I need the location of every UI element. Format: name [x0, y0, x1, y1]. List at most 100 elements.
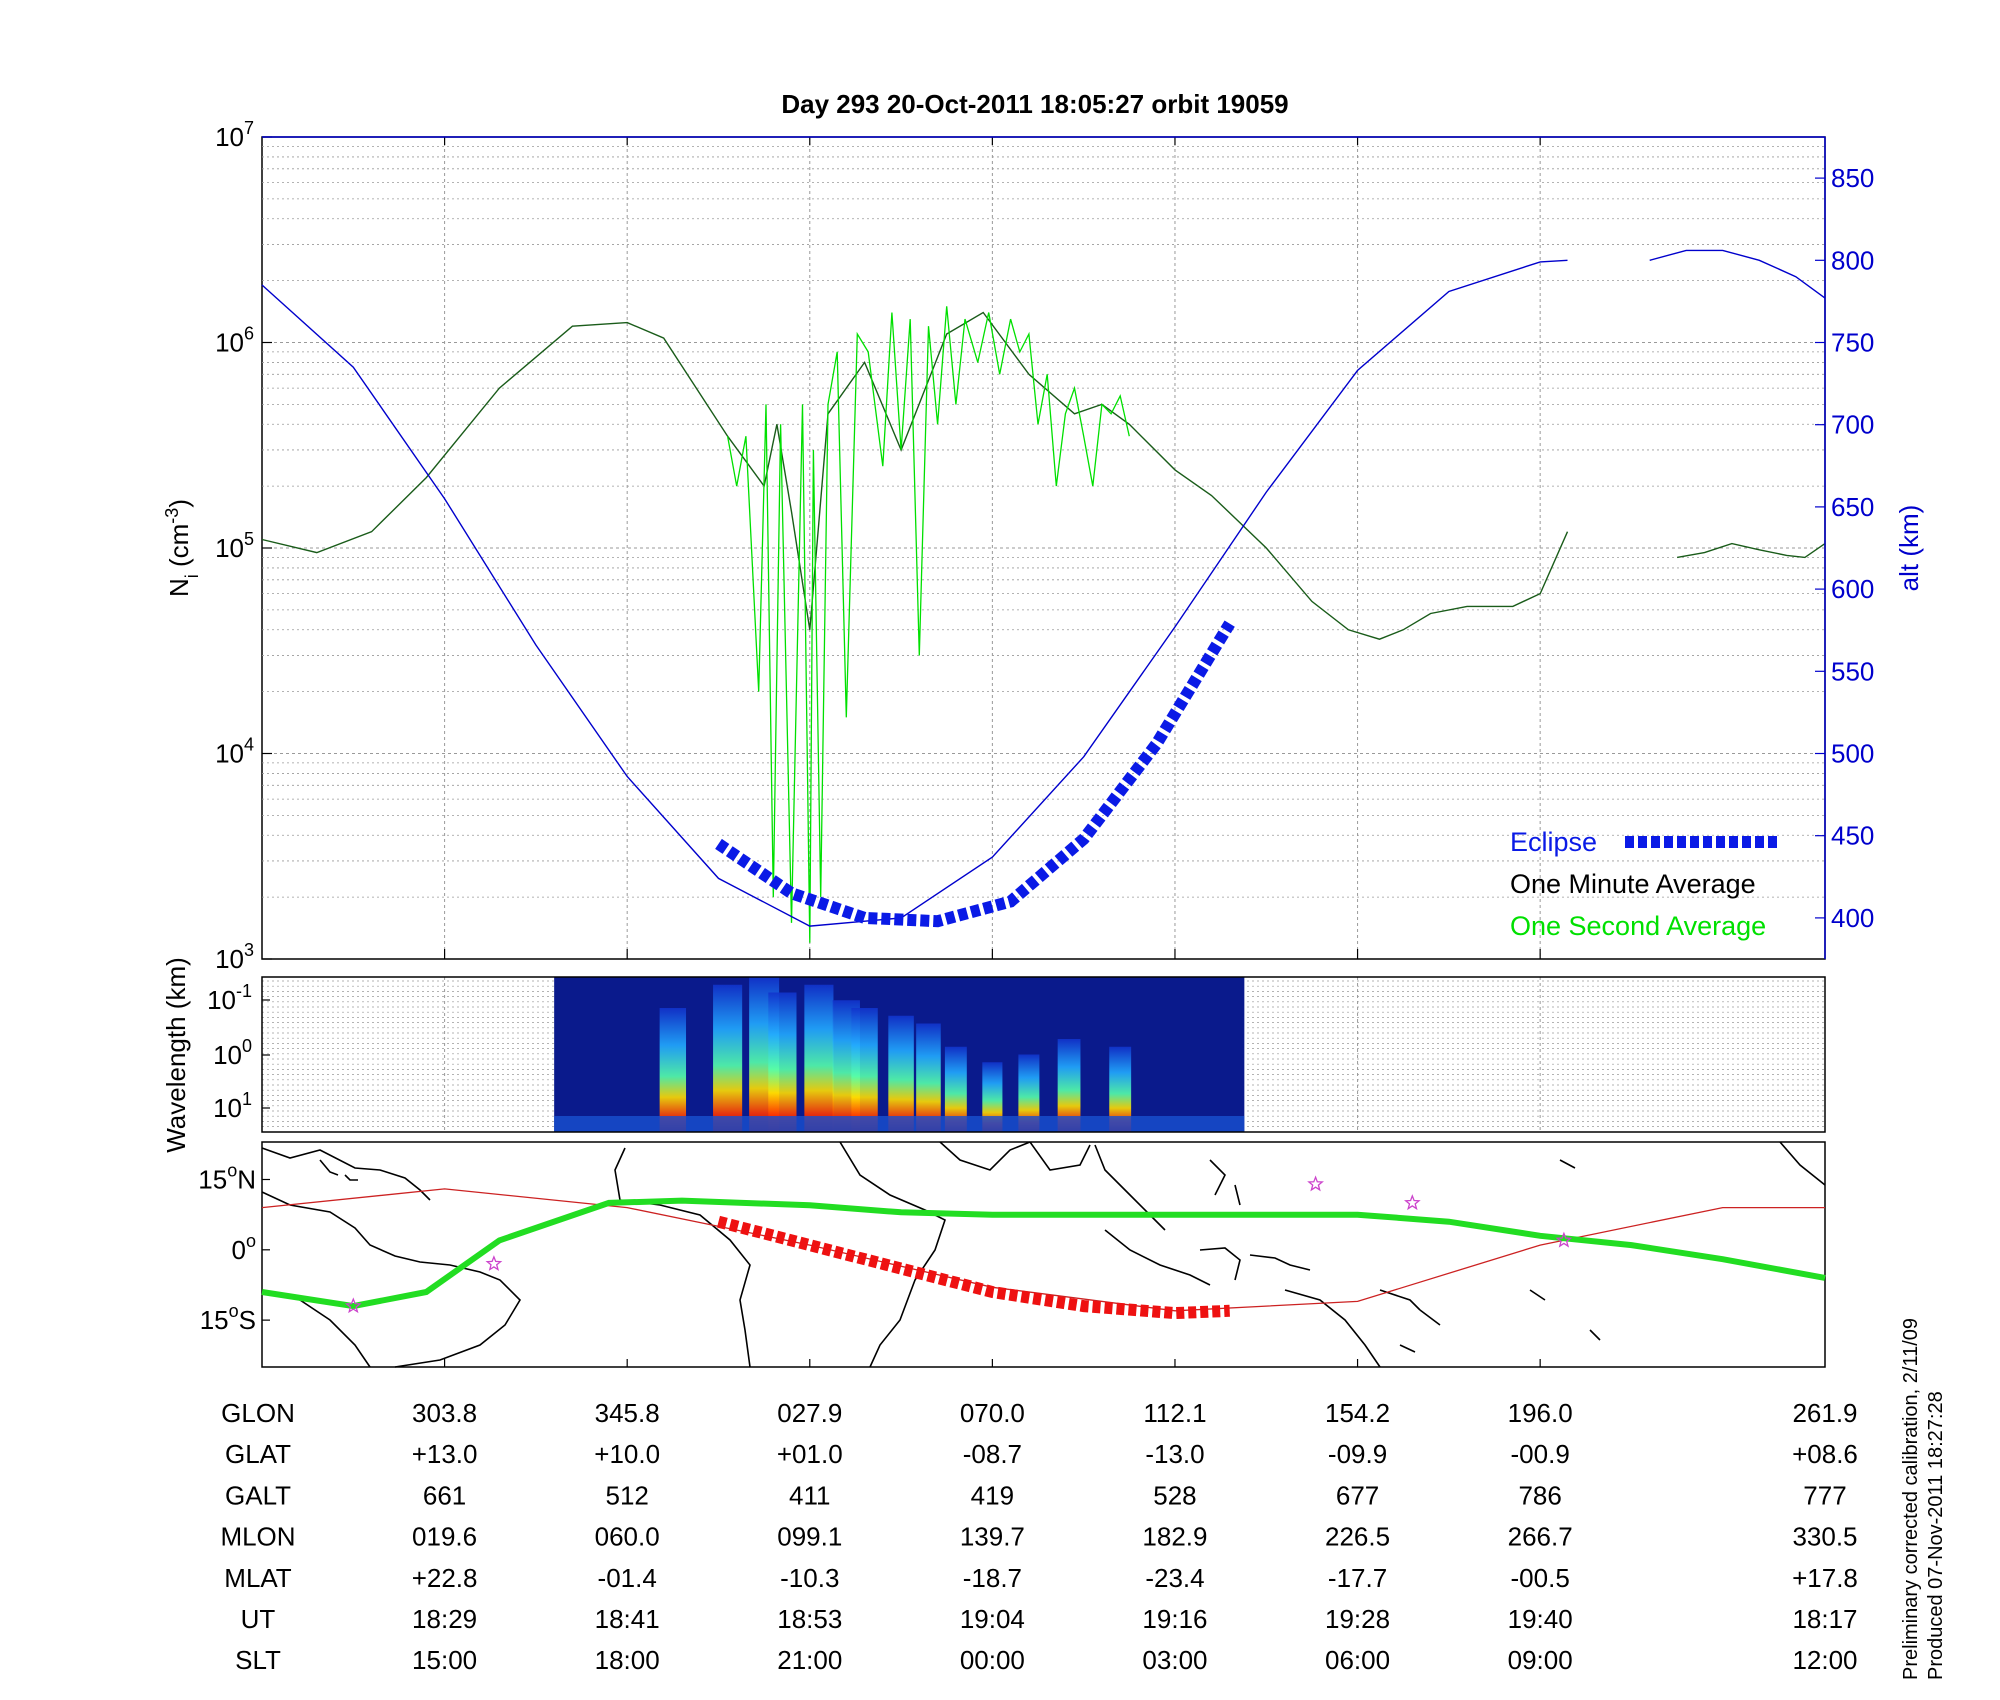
ephemeris-cell: -00.9 [1511, 1439, 1570, 1469]
spectrogram-burst [944, 1046, 967, 1132]
ephemeris-cell: 154.2 [1325, 1398, 1390, 1428]
ephemeris-cell: 419 [971, 1480, 1014, 1510]
ephemeris-cell: 303.8 [412, 1398, 477, 1428]
ephemeris-cell: 070.0 [960, 1398, 1025, 1428]
ephemeris-cell: -01.4 [598, 1563, 657, 1593]
ephemeris-cell: +22.8 [412, 1563, 478, 1593]
ephemeris-cell: 15:00 [412, 1645, 477, 1675]
ground-track-ticks: 15oN 0o 15oS [198, 1161, 1541, 1367]
ground-track-tick-label: 0o [232, 1231, 256, 1265]
footnote-calibration: Preliminary corrected calibration, 2/11/… [1900, 1318, 1922, 1680]
ground-track-panel: 15oN 0o 15oS [198, 1141, 1826, 1368]
coastline [1209, 1159, 1241, 1206]
spectrogram-tick-label: 10-1 [207, 981, 252, 1015]
ephemeris-row-label: GLAT [225, 1439, 291, 1469]
ephemeris-cell: 345.8 [595, 1398, 660, 1428]
legend-label-minute: One Minute Average [1510, 869, 1756, 899]
coastline [614, 1147, 751, 1368]
ephemeris-cell: 19:40 [1508, 1604, 1573, 1634]
density-grid [262, 137, 1825, 959]
ephemeris-cell: 261.9 [1792, 1398, 1857, 1428]
ephemeris-row-label: MLON [220, 1522, 295, 1552]
ephemeris-cell: 03:00 [1142, 1645, 1207, 1675]
world-map-coastlines [261, 1141, 1826, 1368]
ephemeris-cell: 182.9 [1142, 1522, 1207, 1552]
ephemeris-row-label: GLON [221, 1398, 295, 1428]
density-left-tick-label: 103 [215, 940, 254, 974]
density-right-tick-label: 700 [1831, 410, 1874, 440]
coastline [1779, 1141, 1826, 1186]
star-marker [1307, 1175, 1324, 1192]
figure-title: Day 293 20-Oct-2011 18:05:27 orbit 19059 [781, 89, 1288, 119]
ephemeris-cell: 09:00 [1508, 1645, 1573, 1675]
ephemeris-cell: 18:41 [595, 1604, 660, 1634]
ephemeris-cell: 226.5 [1325, 1522, 1390, 1552]
ephemeris-cell: -23.4 [1145, 1563, 1204, 1593]
density-right-tick-label: 650 [1831, 492, 1874, 522]
density-right-tick-label: 550 [1831, 656, 1874, 686]
ephemeris-cell: -00.5 [1511, 1563, 1570, 1593]
coastline [261, 1147, 431, 1201]
coastline [261, 1191, 522, 1368]
spectrogram-burst [1018, 1054, 1040, 1132]
ephemeris-cell: 18:29 [412, 1604, 477, 1634]
ephemeris-cell: 099.1 [777, 1522, 842, 1552]
ephemeris-cell: 266.7 [1508, 1522, 1573, 1552]
density-left-tick-label: 105 [215, 529, 254, 563]
ephemeris-cell: 18:53 [777, 1604, 842, 1634]
spectrogram-burst [916, 1023, 941, 1132]
spectrogram-burst [1057, 1039, 1081, 1132]
density-ylabel-right: alt (km) [1894, 505, 1924, 592]
spectrogram-tick-label: 101 [213, 1089, 252, 1123]
coastline [1399, 1159, 1576, 1353]
ephemeris-cell: 060.0 [595, 1522, 660, 1552]
star-marker [1555, 1231, 1573, 1248]
density-one-second-line [726, 306, 1130, 943]
ephemeris-cell: 112.1 [1143, 1398, 1206, 1428]
coastline [939, 1141, 1031, 1171]
spectrogram-ticks: 10-1 100 101 [207, 981, 270, 1123]
ephemeris-cell: -13.0 [1145, 1439, 1204, 1469]
ephemeris-cell: 677 [1336, 1480, 1379, 1510]
ephemeris-cell: -18.7 [963, 1563, 1022, 1593]
ephemeris-cell: 18:00 [595, 1645, 660, 1675]
density-right-tick-label: 400 [1831, 903, 1874, 933]
ephemeris-cell: +17.8 [1792, 1563, 1858, 1593]
ephemeris-cell: 19:28 [1325, 1604, 1390, 1634]
altitude-line [261, 259, 1568, 927]
ephemeris-cell: +08.6 [1792, 1439, 1858, 1469]
ephemeris-cell: 330.5 [1792, 1522, 1857, 1552]
ephemeris-cell: 139.7 [960, 1522, 1025, 1552]
ephemeris-cell: 411 [789, 1480, 830, 1510]
legend-label-eclipse: Eclipse [1510, 827, 1597, 857]
ground-track-tick-label: 15oN [198, 1161, 256, 1195]
star-marker [344, 1297, 362, 1314]
spectrogram-burst [982, 1062, 1003, 1132]
spectrogram-burst [851, 1008, 878, 1132]
spectrogram-burst [804, 984, 834, 1132]
ephemeris-cell: -10.3 [780, 1563, 839, 1593]
star-marker [485, 1255, 503, 1271]
ephemeris-row-label: MLAT [224, 1563, 292, 1593]
density-legend: Eclipse One Minute Average One Second Aver… [1510, 827, 1778, 941]
density-right-tick-label: 450 [1831, 821, 1874, 851]
density-ticks: 103 104 105 106 107 400 450 500 550 600 650 700 750 8… [215, 118, 1874, 974]
ground-track-frame [261, 1141, 1826, 1368]
ephemeris-cell: 786 [1518, 1480, 1561, 1510]
density-right-tick-label: 800 [1831, 245, 1874, 275]
ephemeris-cell: 00:00 [960, 1645, 1025, 1675]
density-panel: 103 104 105 106 107 400 450 500 550 600 650 700 750 8… [162, 118, 1924, 974]
ground-track-line [261, 1197, 1826, 1310]
spectrogram-heatmap [554, 977, 1245, 1132]
spectrogram-tick-label: 100 [213, 1036, 252, 1070]
coastline [1249, 1254, 1311, 1271]
density-one-minute-line [1676, 542, 1826, 559]
ephemeris-row-label: UT [241, 1604, 276, 1634]
spectrogram-burst [1109, 1046, 1132, 1132]
coastline [319, 1159, 358, 1181]
orbit-track-line [261, 1188, 1825, 1312]
ephemeris-cell: -08.7 [963, 1439, 1022, 1469]
altitude-line [1649, 249, 1826, 299]
ephemeris-cell: 512 [605, 1480, 648, 1510]
